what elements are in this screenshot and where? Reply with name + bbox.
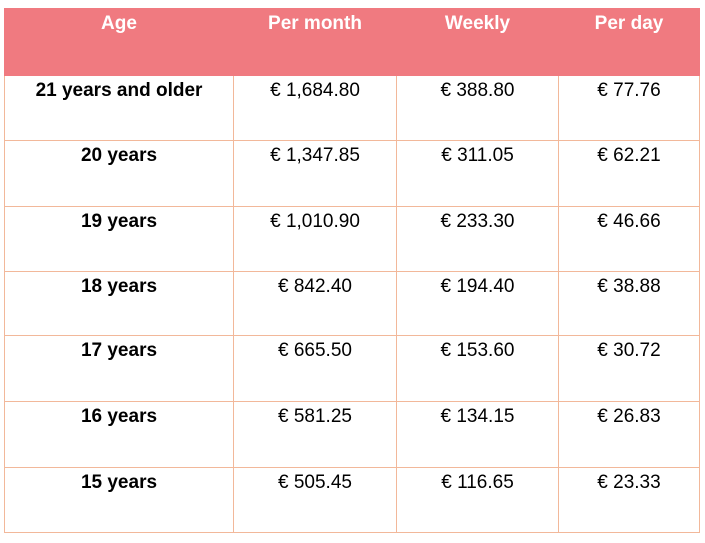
- per-day-cell: € 23.33: [558, 467, 700, 533]
- header-row: Age Per month Weekly Per day: [4, 8, 700, 76]
- header-age: Age: [4, 8, 234, 76]
- per-month-cell: € 505.45: [233, 467, 397, 533]
- per-month-cell: € 1,347.85: [233, 140, 397, 207]
- header-weekly: Weekly: [396, 8, 559, 76]
- age-cell: 19 years: [4, 206, 234, 272]
- weekly-cell: € 134.15: [396, 401, 559, 468]
- per-day-cell: € 30.72: [558, 335, 700, 402]
- table-row: 15 years € 505.45 € 116.65 € 23.33: [4, 467, 700, 533]
- per-day-cell: € 77.76: [558, 75, 700, 141]
- weekly-cell: € 116.65: [396, 467, 559, 533]
- per-day-cell: € 26.83: [558, 401, 700, 468]
- header-per-day: Per day: [558, 8, 700, 76]
- minimum-wage-table: Age Per month Weekly Per day 21 years an…: [4, 8, 700, 533]
- age-cell: 20 years: [4, 140, 234, 207]
- per-day-cell: € 46.66: [558, 206, 700, 272]
- table-row: 17 years € 665.50 € 153.60 € 30.72: [4, 335, 700, 402]
- header-per-month: Per month: [233, 8, 397, 76]
- per-month-cell: € 842.40: [233, 271, 397, 336]
- weekly-cell: € 194.40: [396, 271, 559, 336]
- age-cell: 17 years: [4, 335, 234, 402]
- per-month-cell: € 1,684.80: [233, 75, 397, 141]
- table-row: 18 years € 842.40 € 194.40 € 38.88: [4, 271, 700, 336]
- weekly-cell: € 388.80: [396, 75, 559, 141]
- table-row: 16 years € 581.25 € 134.15 € 26.83: [4, 401, 700, 468]
- age-cell: 16 years: [4, 401, 234, 468]
- age-cell: 18 years: [4, 271, 234, 336]
- table-row: 19 years € 1,010.90 € 233.30 € 46.66: [4, 206, 700, 272]
- table-row: 20 years € 1,347.85 € 311.05 € 62.21: [4, 140, 700, 207]
- age-cell: 15 years: [4, 467, 234, 533]
- per-day-cell: € 62.21: [558, 140, 700, 207]
- table-row: 21 years and older € 1,684.80 € 388.80 €…: [4, 75, 700, 141]
- per-month-cell: € 581.25: [233, 401, 397, 468]
- weekly-cell: € 311.05: [396, 140, 559, 207]
- per-month-cell: € 1,010.90: [233, 206, 397, 272]
- weekly-cell: € 233.30: [396, 206, 559, 272]
- age-cell: 21 years and older: [4, 75, 234, 141]
- per-month-cell: € 665.50: [233, 335, 397, 402]
- per-day-cell: € 38.88: [558, 271, 700, 336]
- wage-table-container: Age Per month Weekly Per day 21 years an…: [4, 8, 700, 533]
- weekly-cell: € 153.60: [396, 335, 559, 402]
